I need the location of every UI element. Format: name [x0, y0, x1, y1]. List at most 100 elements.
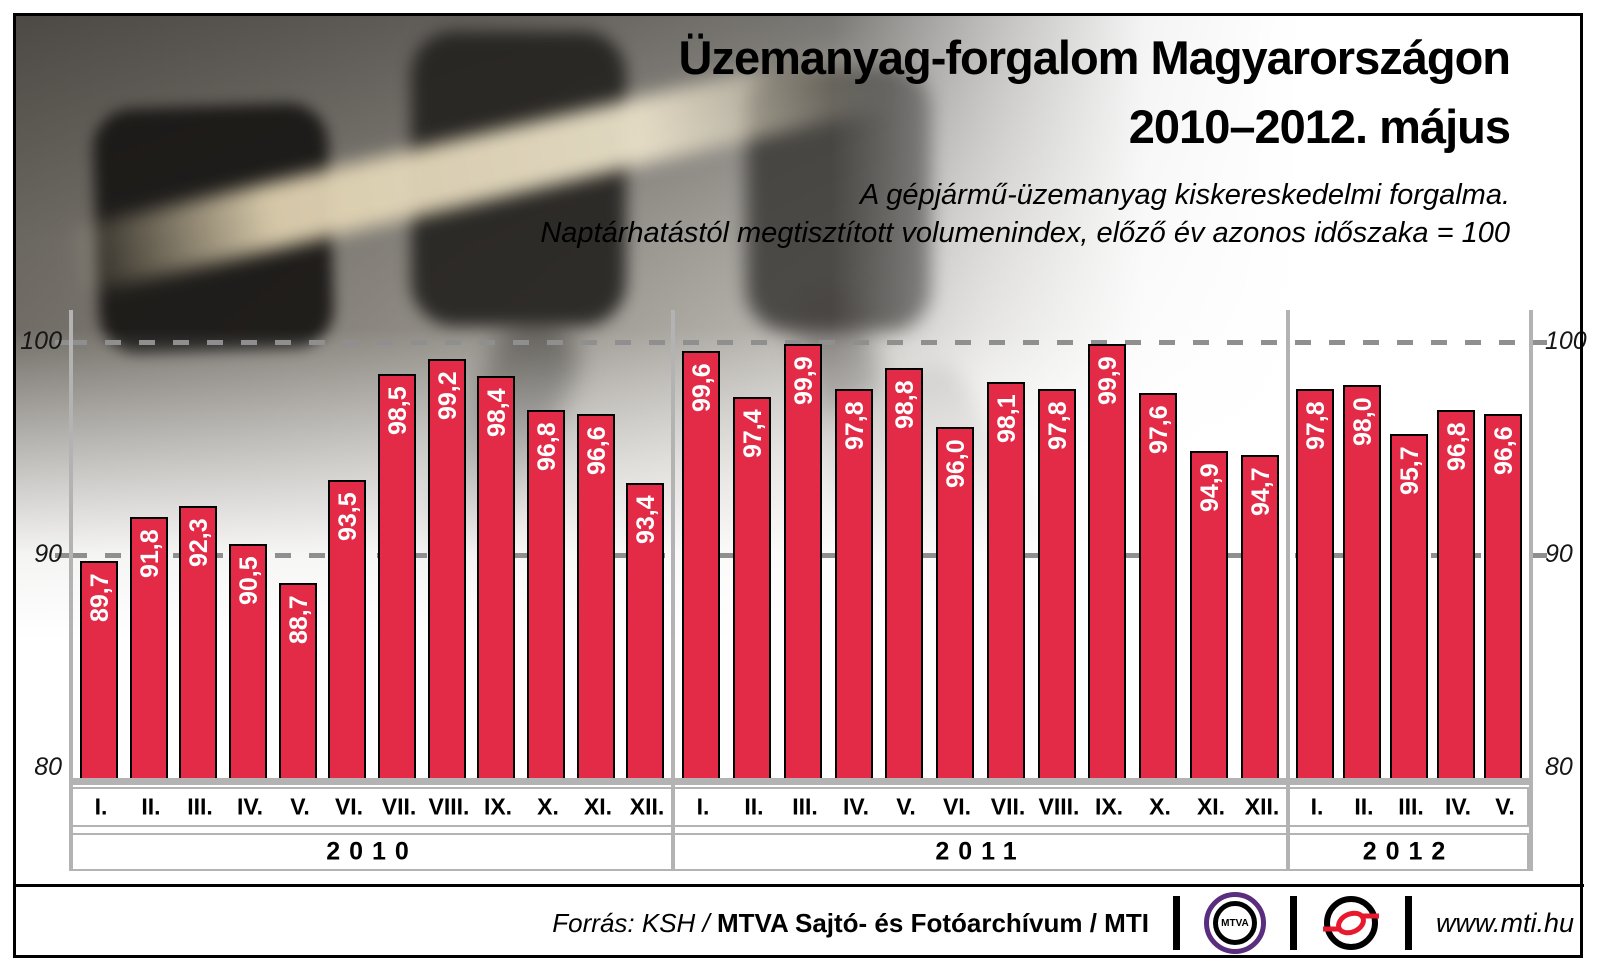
bar-2010-IX: 98,4: [477, 376, 515, 781]
bar-value-label: 98,0: [1349, 397, 1377, 446]
month-label-2012-IV: IV.: [1444, 793, 1471, 820]
bar-2010-XI: 96,6: [577, 414, 615, 781]
bar-value-label: 96,6: [1490, 426, 1518, 475]
bar-2011-VI: 96,0: [936, 427, 974, 781]
month-label-2010-VI: VI.: [334, 793, 364, 820]
month-label-2010-XII: XII.: [629, 793, 665, 820]
bar-value-label: 94,7: [1247, 467, 1275, 516]
source-credit: Forrás: KSH / MTVA Sajtó- és Fotóarchívu…: [552, 908, 1149, 939]
footer-divider-line: [16, 884, 1584, 887]
month-label-2010-IV: IV.: [236, 793, 263, 820]
footer-separator: [1404, 896, 1412, 950]
month-label-2011-VIII: VIII.: [1038, 793, 1080, 820]
bar-2011-XI: 94,9: [1190, 451, 1228, 781]
bar-value-label: 98,8: [891, 380, 919, 429]
source-main: MTVA Sajtó- és Fotóarchívum: [717, 907, 1083, 938]
bar-2011-III: 99,9: [784, 344, 822, 781]
bar-2011-VIII: 97,8: [1038, 389, 1076, 781]
bar-value-label: 89,7: [86, 573, 114, 622]
y-tick-label-left-90: 90: [34, 540, 62, 568]
footer-separator: [1289, 896, 1297, 950]
bar-value-label: 97,6: [1145, 405, 1173, 454]
bar-value-label: 97,8: [1044, 401, 1072, 450]
footer-separator: [1172, 896, 1180, 950]
bar-2012-III: 95,7: [1390, 434, 1428, 781]
subtitle-line1: A gépjármű-üzemanyag kiskereskedelmi for…: [859, 179, 1510, 211]
website-url: www.mti.hu: [1435, 907, 1574, 938]
bar-2012-I: 97,8: [1296, 389, 1334, 781]
month-label-2010-X: X.: [537, 793, 559, 820]
bar-value-label: 96,8: [1443, 422, 1471, 471]
bar-value-label: 88,7: [285, 595, 313, 644]
bar-value-label: 98,5: [384, 386, 412, 435]
bar-2010-VIII: 99,2: [428, 359, 466, 781]
bar-2010-VII: 98,5: [378, 374, 416, 781]
month-label-2011-VII: VII.: [990, 793, 1026, 820]
bar-value-label: 95,7: [1396, 446, 1424, 495]
bar-value-label: 93,4: [632, 495, 660, 544]
year-label-2012: 2012: [1362, 837, 1455, 866]
bar-2010-XII: 93,4: [626, 483, 664, 781]
year-divider: [1286, 310, 1290, 871]
bar-value-label: 98,4: [483, 388, 511, 437]
year-label-2010: 2010: [326, 837, 418, 866]
bar-value-label: 97,8: [1302, 401, 1330, 450]
y-axis-right: [1529, 310, 1533, 871]
x-axis-baseline: [69, 778, 1533, 785]
y-tick-label-right-100: 100: [1545, 327, 1587, 355]
mtva-logo-icon: MTVA: [1203, 892, 1266, 954]
month-label-2010-II: II.: [141, 793, 161, 820]
bar-2012-IV: 96,8: [1437, 410, 1475, 781]
month-label-2010-III: III.: [187, 793, 213, 820]
month-label-2010-I: I.: [94, 793, 108, 820]
tick-right-90: [1533, 553, 1547, 558]
page-title-line1: Üzemanyag-forgalom Magyarországon: [678, 31, 1511, 84]
bar-value-label: 94,9: [1196, 463, 1224, 512]
month-band-2010: I. II. III. IV. V. VI. VII. VIII. IX. X. XI. XII.: [71, 787, 673, 827]
bar-2011-XII: 94,7: [1241, 455, 1279, 781]
y-axis-left: [69, 310, 73, 871]
bar-value-label: 99,9: [790, 356, 818, 405]
month-label-2011-X: X.: [1149, 793, 1171, 820]
bar-2011-VII: 98,1: [987, 382, 1025, 781]
month-label-2010-XI: XI.: [583, 793, 613, 820]
bar-2012-II: 98,0: [1343, 385, 1381, 781]
bar-value-label: 99,9: [1094, 356, 1122, 405]
year-divider: [671, 310, 675, 871]
month-label-2012-V: V.: [1495, 793, 1515, 820]
bar-value-label: 96,0: [942, 439, 970, 488]
month-label-2011-II: II.: [744, 793, 764, 820]
page-title-line2: 2010–2012. május: [1128, 100, 1511, 153]
tick-right-100: [1533, 340, 1547, 345]
source-suffix: / MTI: [1089, 907, 1149, 938]
bar-2010-IV: 90,5: [229, 544, 267, 781]
bar-2011-I: 99,6: [682, 351, 720, 781]
footer: Forrás: KSH / MTVA Sajtó- és Fotóarchívu…: [40, 890, 1574, 956]
month-label-2011-VI: VI.: [942, 793, 972, 820]
year-band-2012: 2012: [1288, 833, 1529, 871]
month-label-2011-III: III.: [792, 793, 818, 820]
bar-value-label: 92,3: [185, 518, 213, 567]
bar-2010-V: 88,7: [279, 583, 317, 781]
bar-value-label: 91,8: [136, 529, 164, 578]
bar-2010-III: 92,3: [179, 506, 217, 781]
month-band-2012: I. II. III. IV. V.: [1288, 787, 1529, 827]
bar-value-label: 99,6: [688, 363, 716, 412]
month-band-2011: I. II. III. IV. V. VI. VII. VIII. IX. X. XI. XII.: [673, 787, 1288, 827]
bar-value-label: 98,1: [993, 394, 1021, 443]
title-block: Üzemanyag-forgalom Magyarországon 2010–2…: [540, 31, 1511, 253]
y-tick-label-right-80: 80: [1545, 753, 1573, 781]
tick-left-90: [55, 553, 69, 558]
month-label-2010-VIII: VIII.: [428, 793, 470, 820]
y-tick-label-right-90: 90: [1545, 540, 1573, 568]
y-tick-label-left-80: 80: [34, 753, 62, 781]
bar-value-label: 96,8: [533, 422, 561, 471]
month-label-2012-III: III.: [1398, 793, 1424, 820]
bar-2011-X: 97,6: [1139, 393, 1177, 781]
mtva-logo-text: MTVA: [1212, 901, 1257, 945]
month-label-2011-IV: IV.: [842, 793, 869, 820]
source-prefix: Forrás: KSH /: [552, 907, 710, 938]
month-label-2011-V: V.: [896, 793, 916, 820]
